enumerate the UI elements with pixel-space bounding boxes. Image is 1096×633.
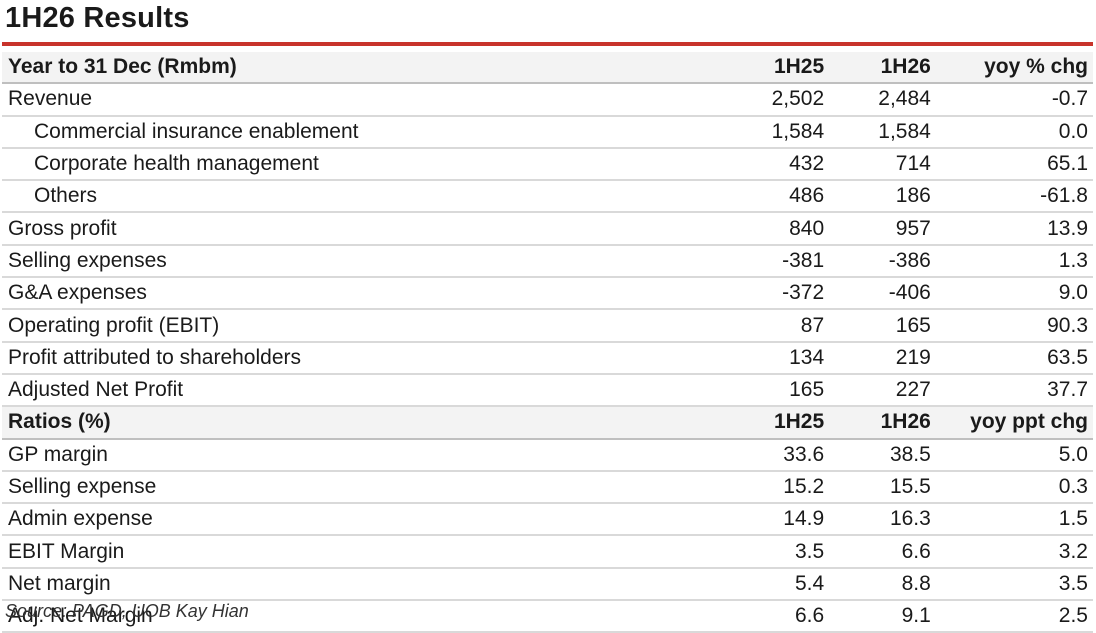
row-value-1h25: -372 (358, 277, 825, 311)
row-label: Corporate health management (2, 147, 359, 182)
table-row: Others 486 186 -61.8 (2, 180, 1093, 214)
ratio-value-yoy: 3.5 (930, 567, 1093, 602)
row-value-yoy: 13.9 (930, 212, 1093, 246)
row-value-yoy: 65.1 (930, 147, 1093, 182)
ratio-label: EBIT Margin (2, 535, 359, 569)
ratio-value-1h26: 16.3 (824, 503, 931, 537)
table-header-row: Year to 31 Dec (Rmbm) 1H25 1H26 yoy % ch… (2, 52, 1093, 85)
ratio-value-1h26: 15.5 (824, 470, 931, 505)
table-row: Gross profit 840 957 13.9 (2, 212, 1093, 246)
header-label: Year to 31 Dec (Rmbm) (2, 52, 359, 85)
row-value-1h26: 2,484 (824, 83, 931, 117)
ratio-value-1h26: 6.6 (824, 535, 931, 569)
ratio-row: GP margin 33.6 38.5 5.0 (2, 438, 1093, 472)
row-value-1h25: -381 (358, 244, 825, 279)
ratio-label: GP margin (2, 438, 359, 472)
row-value-yoy: 90.3 (930, 309, 1093, 343)
row-value-1h26: 957 (824, 212, 931, 246)
row-value-yoy: 1.3 (930, 244, 1093, 279)
row-value-1h25: 1,584 (358, 115, 825, 149)
row-value-1h26: 227 (824, 373, 931, 408)
row-value-1h26: 165 (824, 309, 931, 343)
ratio-row: Net margin 5.4 8.8 3.5 (2, 567, 1093, 602)
table-row: Corporate health management 432 714 65.1 (2, 147, 1093, 182)
results-table: Year to 31 Dec (Rmbm) 1H25 1H26 yoy % ch… (2, 52, 1093, 633)
ratio-value-1h26: 38.5 (824, 438, 931, 472)
row-value-1h26: 219 (824, 341, 931, 375)
ratio-value-yoy: 2.5 (930, 600, 1093, 633)
row-value-1h25: 87 (358, 309, 825, 343)
row-value-1h25: 432 (358, 147, 825, 182)
ratio-value-yoy: 1.5 (930, 503, 1093, 537)
row-value-1h26: -386 (824, 244, 931, 279)
ratio-value-1h26: 9.1 (824, 600, 931, 633)
row-value-yoy: 37.7 (930, 373, 1093, 408)
table-row: Commercial insurance enablement 1,584 1,… (2, 115, 1093, 149)
ratio-value-yoy: 5.0 (930, 438, 1093, 472)
ratio-value-1h25: 14.9 (358, 503, 825, 537)
ratio-label: Admin expense (2, 503, 359, 537)
row-value-1h25: 165 (358, 373, 825, 408)
ratio-row: Selling expense 15.2 15.5 0.3 (2, 470, 1093, 505)
row-value-1h25: 134 (358, 341, 825, 375)
ratio-value-1h26: 8.8 (824, 567, 931, 602)
ratio-value-1h25: 3.5 (358, 535, 825, 569)
row-value-yoy: -61.8 (930, 180, 1093, 214)
table-row: G&A expenses -372 -406 9.0 (2, 277, 1093, 311)
ratios-header-col-1h25: 1H25 (358, 406, 825, 440)
header-col-1h26: 1H26 (824, 52, 931, 85)
source-note: Source: PAGD, UOB Kay Hian (5, 601, 249, 621)
table-row: Adjusted Net Profit 165 227 37.7 (2, 373, 1093, 408)
ratios-header-col-1h26: 1H26 (824, 406, 931, 440)
row-value-1h26: 186 (824, 180, 931, 214)
row-label: Others (2, 180, 359, 214)
row-value-yoy: -0.7 (930, 83, 1093, 117)
page-title: 1H26 Results (5, 2, 190, 34)
header-col-1h25: 1H25 (358, 52, 825, 85)
row-value-1h26: 1,584 (824, 115, 931, 149)
row-value-1h26: -406 (824, 277, 931, 311)
table-row: Selling expenses -381 -386 1.3 (2, 244, 1093, 279)
row-value-1h25: 2,502 (358, 83, 825, 117)
row-label: Profit attributed to shareholders (2, 341, 359, 375)
row-value-yoy: 0.0 (930, 115, 1093, 149)
row-value-1h25: 840 (358, 212, 825, 246)
row-label: Revenue (2, 83, 359, 117)
row-label: Gross profit (2, 212, 359, 246)
row-label: G&A expenses (2, 277, 359, 311)
row-label: Adjusted Net Profit (2, 373, 359, 408)
ratio-value-yoy: 3.2 (930, 535, 1093, 569)
ratios-header-row: Ratios (%) 1H25 1H26 yoy ppt chg (2, 406, 1093, 440)
row-value-1h25: 486 (358, 180, 825, 214)
table-row: Revenue 2,502 2,484 -0.7 (2, 83, 1093, 117)
ratio-value-yoy: 0.3 (930, 470, 1093, 505)
ratio-value-1h25: 33.6 (358, 438, 825, 472)
ratio-row: EBIT Margin 3.5 6.6 3.2 (2, 535, 1093, 569)
table-row: Operating profit (EBIT) 87 165 90.3 (2, 309, 1093, 343)
row-label: Commercial insurance enablement (2, 115, 359, 149)
ratio-label: Selling expense (2, 470, 359, 505)
ratio-value-1h25: 15.2 (358, 470, 825, 505)
ratio-row: Admin expense 14.9 16.3 1.5 (2, 503, 1093, 537)
ratio-label: Net margin (2, 567, 359, 602)
title-rule (2, 42, 1093, 46)
table-row: Profit attributed to shareholders 134 21… (2, 341, 1093, 375)
ratio-value-1h25: 6.6 (358, 600, 825, 633)
row-label: Selling expenses (2, 244, 359, 279)
header-col-yoy: yoy % chg (930, 52, 1093, 85)
ratio-value-1h25: 5.4 (358, 567, 825, 602)
ratios-header-col-yoy: yoy ppt chg (930, 406, 1093, 440)
row-label: Operating profit (EBIT) (2, 309, 359, 343)
row-value-yoy: 63.5 (930, 341, 1093, 375)
row-value-yoy: 9.0 (930, 277, 1093, 311)
ratios-header-label: Ratios (%) (2, 406, 359, 440)
row-value-1h26: 714 (824, 147, 931, 182)
